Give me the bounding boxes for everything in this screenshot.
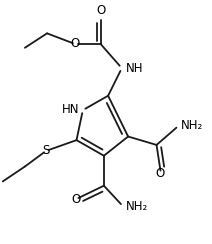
Text: HN: HN <box>62 103 80 116</box>
Text: S: S <box>42 144 50 157</box>
Text: O: O <box>155 167 165 180</box>
Text: NH₂: NH₂ <box>181 119 203 132</box>
Text: NH: NH <box>125 62 143 75</box>
Text: O: O <box>71 193 81 206</box>
Text: NH₂: NH₂ <box>125 200 148 213</box>
Text: O: O <box>71 37 80 50</box>
Text: O: O <box>96 4 105 17</box>
